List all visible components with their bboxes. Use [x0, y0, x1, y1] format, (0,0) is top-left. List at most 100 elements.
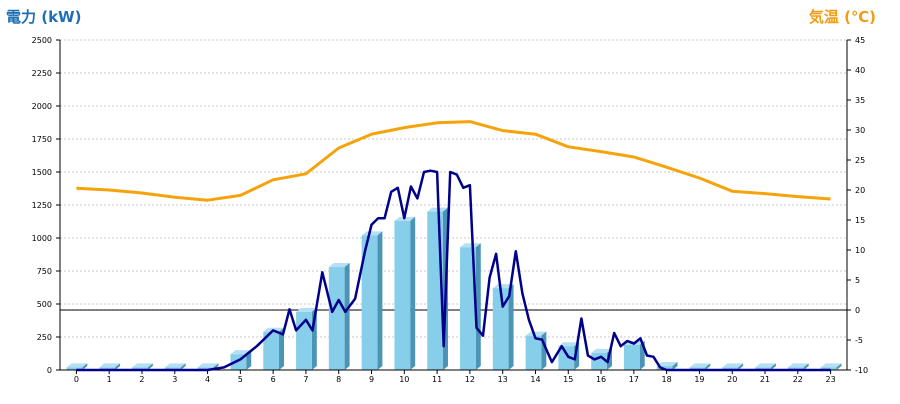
- bar: [132, 367, 148, 370]
- bar-top: [755, 363, 776, 368]
- left-tick-label: 750: [37, 267, 52, 276]
- bar-side: [279, 327, 285, 370]
- right-tick-label: -5: [855, 336, 863, 345]
- left-axis-title: 電力 (kW): [6, 8, 82, 26]
- bar-top: [66, 363, 88, 368]
- x-tick-label: 12: [465, 375, 475, 384]
- x-tick-label: 20: [727, 375, 737, 384]
- left-tick-label: 1000: [32, 234, 52, 243]
- left-tick-label: 1750: [32, 135, 52, 144]
- bar: [66, 367, 83, 370]
- bar: [99, 367, 116, 370]
- bar-side: [508, 284, 514, 370]
- right-tick-label: -10: [855, 366, 868, 375]
- left-tick-label: 250: [37, 333, 52, 342]
- bar-side: [82, 363, 88, 370]
- bar: [492, 288, 509, 370]
- x-tick-label: 19: [694, 375, 704, 384]
- x-tick-label: 7: [303, 375, 308, 384]
- bar-side: [836, 363, 842, 370]
- bar: [394, 220, 411, 370]
- bar: [328, 267, 345, 370]
- bar: [558, 346, 575, 370]
- bar: [361, 235, 378, 370]
- left-tick-label: 500: [37, 300, 52, 309]
- bar: [755, 367, 771, 370]
- right-tick-label: 45: [855, 36, 865, 45]
- bar-side: [475, 243, 481, 370]
- x-tick-label: 18: [662, 375, 672, 384]
- bar: [164, 367, 181, 370]
- x-tick-label: 4: [205, 375, 210, 384]
- bar: [722, 367, 739, 370]
- x-tick-label: 16: [596, 375, 606, 384]
- x-tick-label: 9: [369, 375, 374, 384]
- bar: [591, 352, 607, 370]
- x-tick-label: 8: [336, 375, 341, 384]
- left-tick-label: 1500: [32, 168, 52, 177]
- right-tick-label: 40: [855, 66, 865, 75]
- bar-top: [361, 231, 383, 236]
- bar-top: [525, 331, 547, 336]
- x-tick-label: 3: [172, 375, 177, 384]
- x-tick-label: 23: [826, 375, 836, 384]
- bar-top: [197, 363, 219, 368]
- bar: [689, 367, 706, 370]
- bar-side: [377, 231, 383, 370]
- x-tick-label: 2: [139, 375, 144, 384]
- bar-top: [230, 350, 252, 355]
- bar: [787, 367, 804, 370]
- bar-side: [344, 263, 350, 370]
- x-tick-label: 22: [793, 375, 803, 384]
- right-tick-label: 30: [855, 126, 865, 135]
- power-line: [76, 169, 831, 372]
- x-tick-label: 21: [760, 375, 770, 384]
- x-tick-label: 11: [432, 375, 442, 384]
- x-tick-label: 14: [530, 375, 540, 384]
- bar-side: [410, 216, 416, 370]
- bar-side: [147, 363, 153, 370]
- bar-side: [738, 363, 744, 370]
- left-tick-label: 1250: [32, 201, 52, 210]
- x-tick-label: 0: [74, 375, 79, 384]
- x-tick-label: 13: [498, 375, 508, 384]
- bar-top: [328, 263, 350, 268]
- bar-top: [787, 363, 809, 368]
- bar-top: [460, 243, 481, 248]
- bar-top: [591, 348, 612, 353]
- bar-top: [656, 362, 678, 367]
- bar: [263, 331, 280, 370]
- right-tick-label: 10: [855, 246, 865, 255]
- bar-side: [803, 363, 809, 370]
- right-tick-label: 5: [855, 276, 860, 285]
- bar-top: [99, 363, 121, 368]
- left-tick-label: 2000: [32, 102, 52, 111]
- bar-top: [164, 363, 186, 368]
- bar-top: [492, 284, 514, 289]
- left-tick-label: 0: [47, 366, 52, 375]
- bar-side: [770, 363, 776, 370]
- left-tick-label: 2250: [32, 69, 52, 78]
- bar-side: [115, 363, 121, 370]
- bar-top: [820, 363, 842, 368]
- right-axis-title: 気温 (℃): [808, 8, 876, 26]
- bar-top: [296, 307, 317, 312]
- bar-side: [672, 362, 678, 370]
- bar-top: [558, 342, 580, 347]
- bar-top: [132, 363, 153, 368]
- left-tick-label: 2500: [32, 36, 52, 45]
- right-tick-label: 35: [855, 96, 865, 105]
- right-tick-label: 25: [855, 156, 865, 165]
- x-tick-label: 1: [107, 375, 112, 384]
- x-tick-label: 5: [238, 375, 243, 384]
- right-tick-label: 0: [855, 306, 860, 315]
- x-tick-label: 15: [563, 375, 573, 384]
- bar: [623, 344, 640, 370]
- x-tick-label: 10: [399, 375, 409, 384]
- bar: [460, 247, 476, 370]
- bar-side: [705, 363, 711, 370]
- bar: [197, 367, 214, 370]
- x-tick-label: 17: [629, 375, 639, 384]
